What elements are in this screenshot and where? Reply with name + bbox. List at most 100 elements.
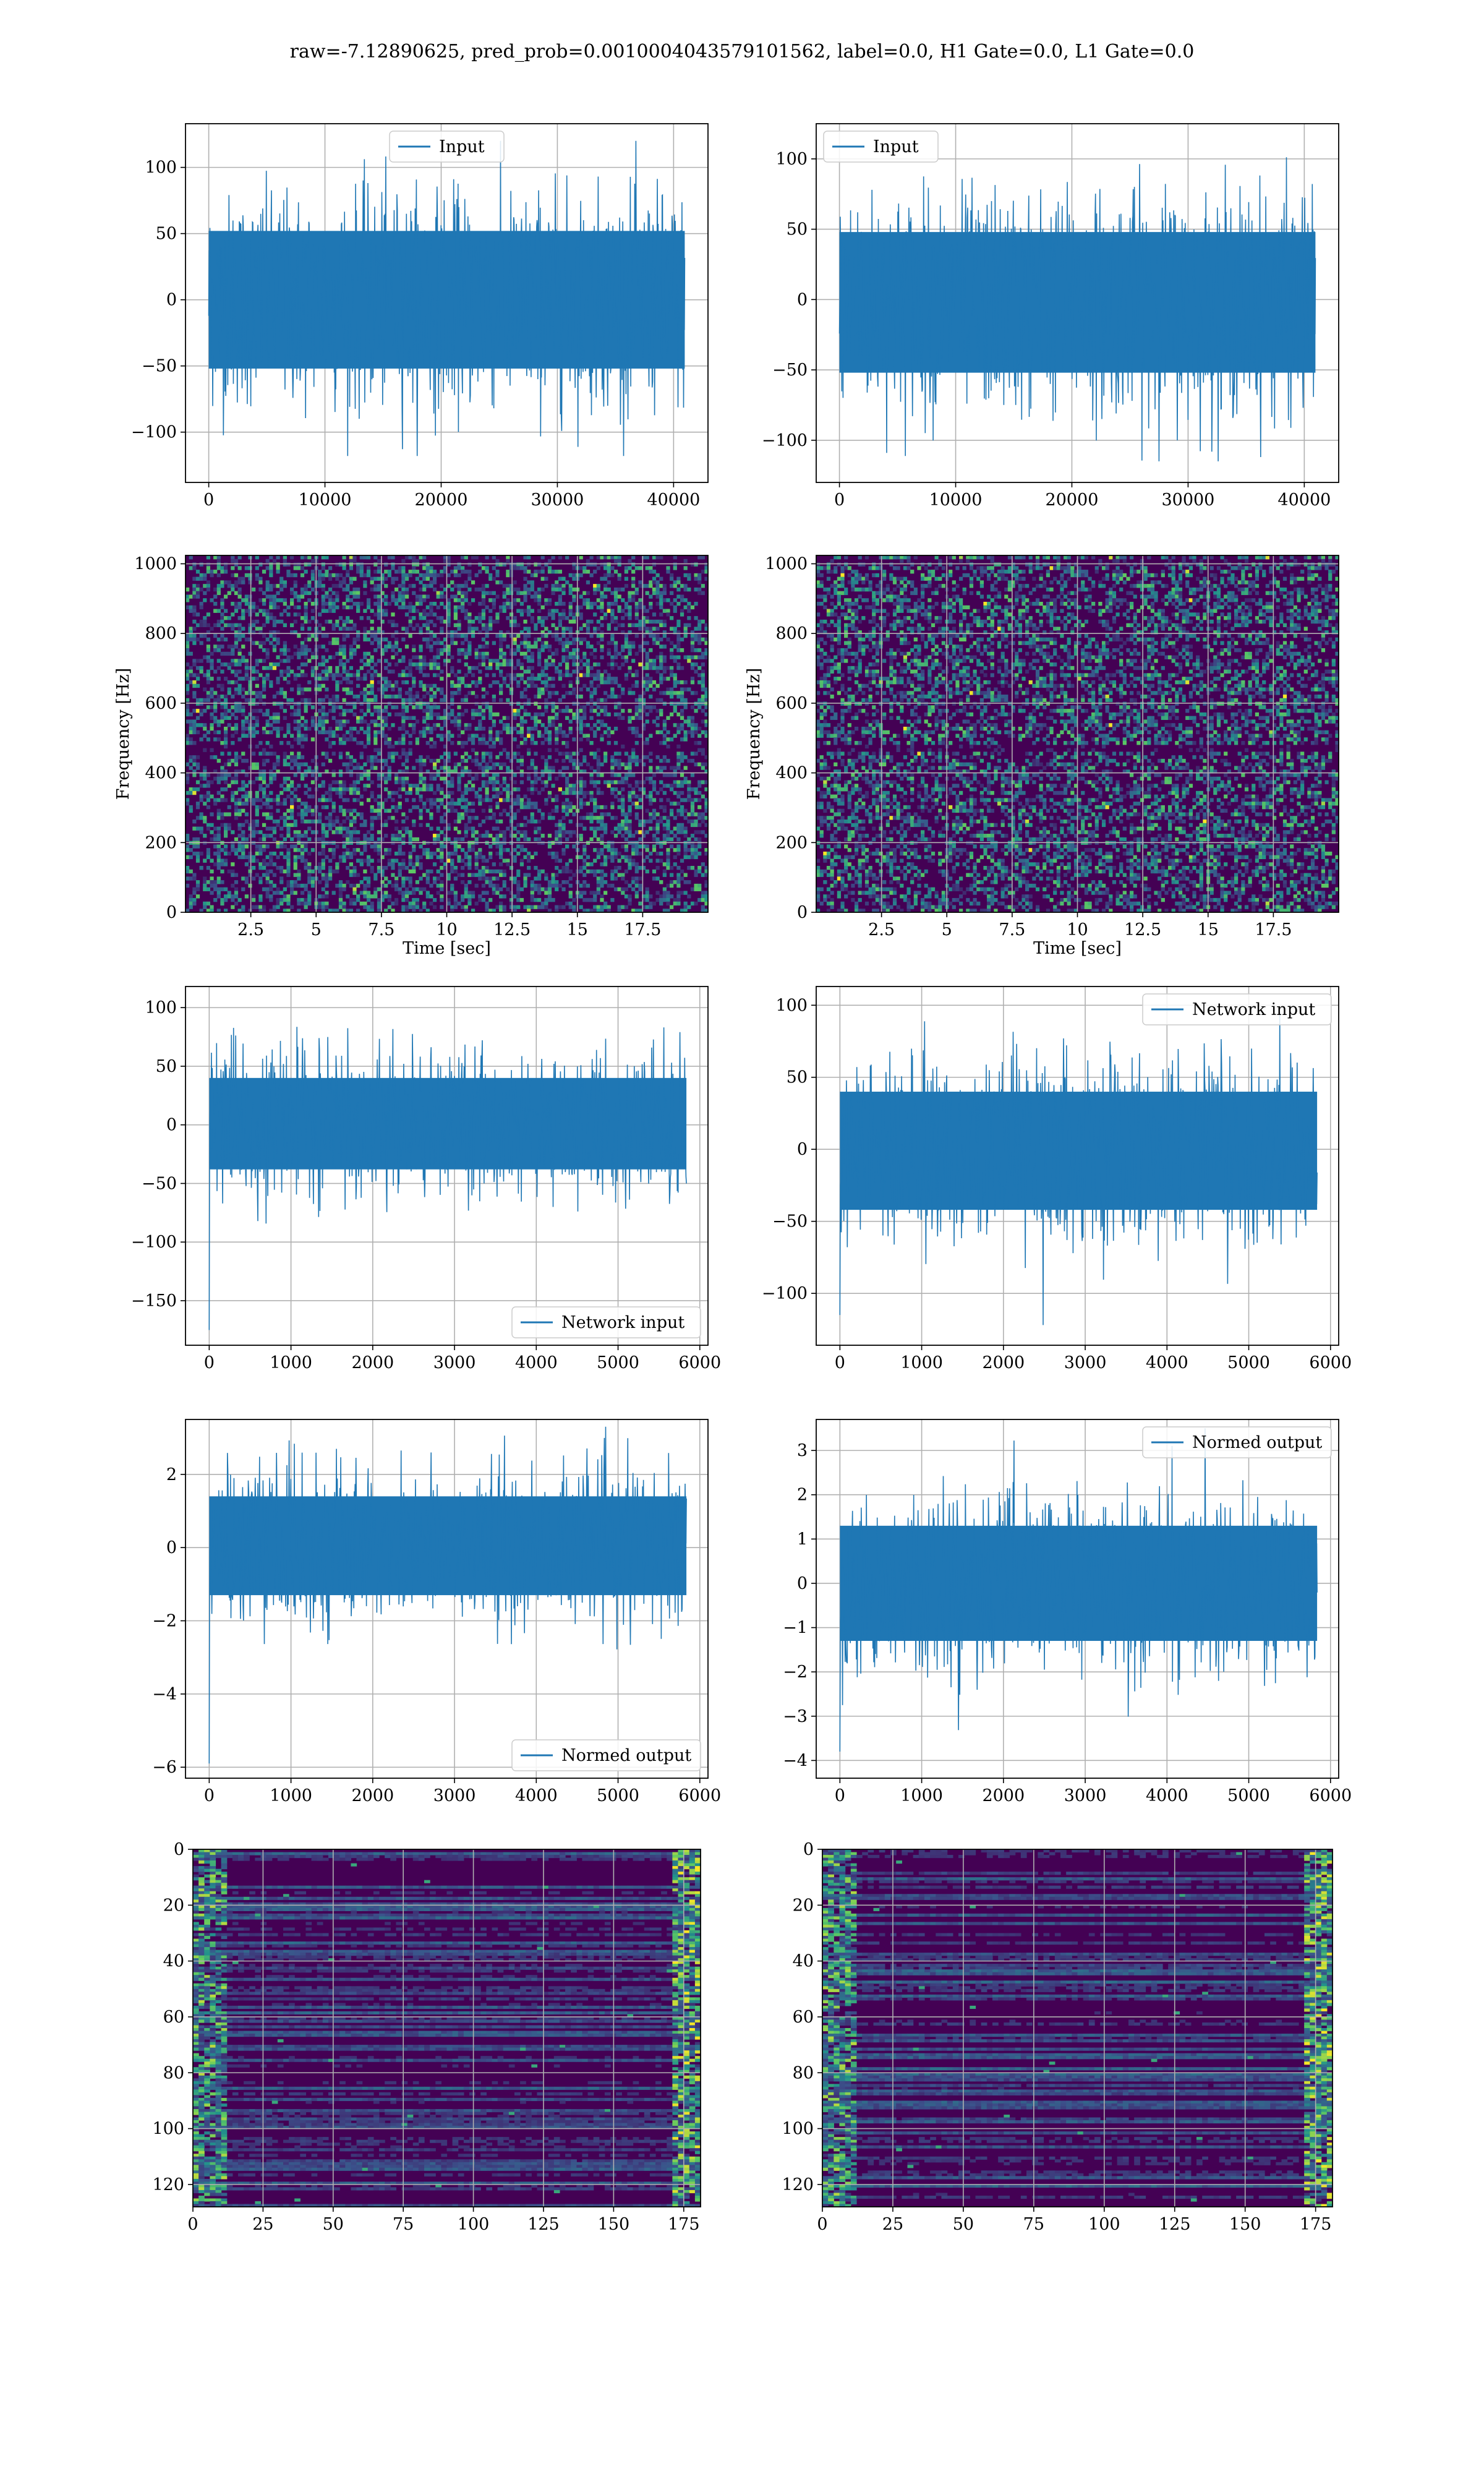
heatmap-cell <box>596 584 600 588</box>
heatmap-cell <box>558 726 562 731</box>
heatmap-cell <box>335 816 339 820</box>
heatmap-cell <box>321 762 325 767</box>
heatmap-cell <box>662 633 667 638</box>
heatmap-cell <box>586 562 591 567</box>
heatmap-cell <box>366 830 371 834</box>
heatmap-cell <box>356 730 360 735</box>
heatmap-cell <box>290 712 294 717</box>
heatmap-cell <box>216 683 221 688</box>
heatmap-cell <box>283 762 287 767</box>
heatmap-cell <box>359 555 364 560</box>
heatmap-cell <box>276 823 280 828</box>
heatmap-cell <box>346 701 350 706</box>
heatmap-cell <box>694 709 698 713</box>
heatmap-cell <box>276 712 280 717</box>
heatmap-cell <box>440 570 444 574</box>
heatmap-cell <box>186 701 190 706</box>
heatmap-cell <box>443 712 448 717</box>
heatmap-cell <box>328 790 333 795</box>
heatmap-cell <box>422 584 427 588</box>
heatmap-cell <box>213 644 218 649</box>
heatmap-cell <box>551 659 555 663</box>
heatmap-cell <box>701 662 705 667</box>
heatmap-cell <box>471 741 475 745</box>
heatmap-cell <box>394 602 399 606</box>
heatmap-cell <box>683 587 688 592</box>
heatmap-cell <box>237 808 242 813</box>
heatmap-cell <box>593 655 597 659</box>
heatmap-cell <box>297 737 301 742</box>
heatmap-cell <box>641 609 646 613</box>
heatmap-cell <box>499 630 503 635</box>
heatmap-cell <box>582 826 587 831</box>
heatmap-cell <box>680 805 684 810</box>
heatmap-cell <box>231 794 235 798</box>
heatmap-cell <box>450 734 454 738</box>
heatmap-cell <box>509 570 514 574</box>
heatmap-cell <box>429 816 433 820</box>
heatmap-cell <box>593 687 597 691</box>
heatmap-cell <box>356 790 360 795</box>
heatmap-cell <box>547 734 552 738</box>
heatmap-cell <box>649 794 653 798</box>
heatmap-cell <box>464 594 468 599</box>
heatmap-cell <box>641 741 646 745</box>
heatmap-cell <box>467 723 472 727</box>
heatmap-cell <box>586 570 591 574</box>
heatmap-cell <box>561 823 566 828</box>
heatmap-cell <box>363 662 367 667</box>
heatmap-cell <box>432 705 437 709</box>
heatmap-cell <box>279 784 284 788</box>
heatmap-cell <box>461 744 465 749</box>
heatmap-cell <box>186 737 190 742</box>
heatmap-cell <box>488 573 493 578</box>
heatmap-cell <box>478 741 482 745</box>
heatmap-cell <box>231 662 235 667</box>
heatmap-cell <box>300 623 305 627</box>
heatmap-cell <box>220 598 224 602</box>
heatmap-cell <box>478 644 482 649</box>
heatmap-cell <box>499 605 503 610</box>
heatmap-cell <box>227 823 231 828</box>
heatmap-cell <box>471 737 475 742</box>
heatmap-cell <box>694 701 698 706</box>
heatmap-cell <box>478 705 482 709</box>
heatmap-cell <box>213 602 218 606</box>
heatmap-cell <box>534 819 538 824</box>
heatmap-cell <box>366 691 371 695</box>
heatmap-cell <box>530 680 534 685</box>
heatmap-cell <box>186 802 190 806</box>
heatmap-cell <box>331 819 336 824</box>
heatmap-cell <box>558 834 562 838</box>
heatmap-cell <box>628 691 632 695</box>
heatmap-cell <box>596 619 600 624</box>
heatmap-cell <box>461 633 465 638</box>
heatmap-cell <box>387 683 391 688</box>
heatmap-cell <box>547 570 552 574</box>
heatmap-cell <box>540 687 545 691</box>
heatmap-cell <box>450 666 454 670</box>
heatmap-cell <box>432 726 437 731</box>
heatmap-cell <box>631 790 636 795</box>
heatmap-cell <box>565 627 569 631</box>
heatmap-cell <box>683 698 688 703</box>
heatmap-cell <box>551 651 555 656</box>
heatmap-cell <box>220 823 224 828</box>
heatmap-cell <box>506 769 510 774</box>
heatmap-cell <box>186 705 190 709</box>
heatmap-cell <box>408 834 412 838</box>
heatmap-cell <box>502 677 506 681</box>
heatmap-cell <box>634 605 639 610</box>
heatmap-cell <box>356 637 360 642</box>
heatmap-cell <box>276 701 280 706</box>
heatmap-cell <box>419 823 423 828</box>
heatmap-cell <box>527 555 531 560</box>
heatmap-cell <box>690 798 695 802</box>
heatmap-cell <box>335 562 339 567</box>
heatmap-cell <box>457 726 461 731</box>
heatmap-cell <box>534 623 538 627</box>
heatmap-cell <box>607 677 611 681</box>
heatmap-cell <box>380 695 385 699</box>
heatmap-cell <box>223 762 228 767</box>
heatmap-cell <box>231 798 235 802</box>
